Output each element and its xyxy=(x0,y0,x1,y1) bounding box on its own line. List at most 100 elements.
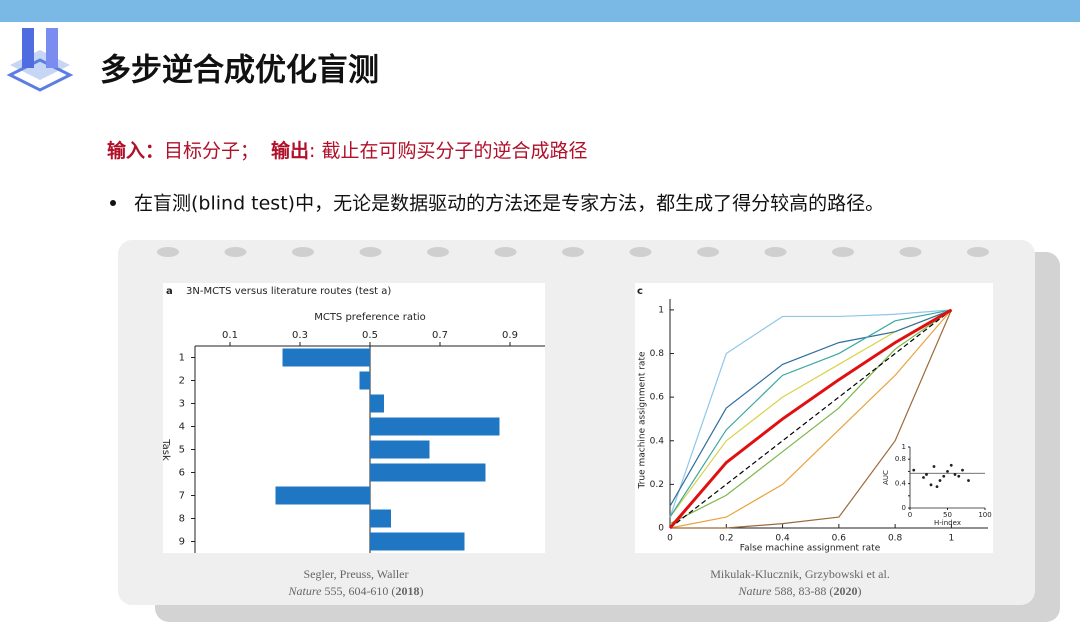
inset-point xyxy=(935,485,939,489)
ref-end: ) xyxy=(857,584,861,598)
inset-y-tick-label: 0 xyxy=(902,504,906,512)
bar xyxy=(370,463,486,482)
inset-point xyxy=(949,463,953,467)
y-tick-label: 1 xyxy=(179,353,185,364)
y-tick-label: 0.2 xyxy=(650,480,664,490)
binder-dots xyxy=(157,247,989,257)
binder-dot xyxy=(764,247,787,257)
ref-end: ) xyxy=(419,584,423,598)
year: 2020 xyxy=(833,584,857,598)
y-axis-label: True machine assignment rate xyxy=(638,351,648,489)
y-tick-label: 4 xyxy=(179,422,185,433)
binder-dot xyxy=(427,247,449,257)
inset-point xyxy=(961,468,964,472)
inset-y-tick-label: 1 xyxy=(902,443,906,451)
y-axis-label: Task xyxy=(160,438,171,461)
inset-point xyxy=(912,468,916,472)
x-tick-label: 0.9 xyxy=(502,330,518,341)
roc-line xyxy=(669,309,952,518)
x-tick-label: 1 xyxy=(949,534,955,544)
top-bar xyxy=(0,0,1080,22)
binder-dot xyxy=(562,247,584,257)
x-tick-label: 0.1 xyxy=(222,330,238,341)
ref: 555, 604-610 ( xyxy=(321,584,395,598)
inset-point xyxy=(932,465,936,468)
y-tick-label: 2 xyxy=(179,376,185,387)
panel-label: a xyxy=(166,286,173,297)
bar xyxy=(370,532,465,551)
binder-dot xyxy=(359,247,382,257)
inset-y-tick-label: 0.8 xyxy=(895,455,906,463)
caption-authors: Mikulak-Klucznik, Grzybowski et al. xyxy=(710,567,890,581)
bullet-text: 在盲测(blind test)中，无论是数据驱动的方法还是专家方法，都生成了得分… xyxy=(134,193,884,215)
x-tick-label: 0 xyxy=(667,534,673,544)
y-tick-label: 3 xyxy=(179,399,185,410)
y-tick-label: 5 xyxy=(179,445,185,456)
caption-ref: Nature 555, 604-610 (2018) xyxy=(288,584,424,598)
caption-ref: Nature 588, 83-88 (2020) xyxy=(738,584,862,598)
binder-dot xyxy=(157,247,179,257)
x-tick-label: 0.8 xyxy=(888,534,903,544)
io-line: 输入：目标分子； 输出: 截止在可购买分子的逆合成路径 xyxy=(107,139,588,162)
chart-title: 3N-MCTS versus literature routes (test a… xyxy=(186,286,391,297)
inset-point xyxy=(938,479,942,482)
bar xyxy=(370,394,384,413)
binder-dot xyxy=(697,247,719,257)
inset-point xyxy=(967,479,970,482)
binder-dot xyxy=(899,247,922,257)
x-axis-label: MCTS preference ratio xyxy=(314,312,426,323)
x-axis-label: False machine assignment rate xyxy=(740,544,881,554)
inset-y-tick-label: 0.4 xyxy=(895,480,907,488)
roc-line xyxy=(669,309,952,525)
roc-line xyxy=(669,309,952,507)
input-label: 输入： xyxy=(107,139,164,162)
x-tick-label: 0.7 xyxy=(432,330,448,341)
roc-line xyxy=(669,309,952,529)
roc-line xyxy=(670,309,952,529)
journal: Nature xyxy=(288,584,323,598)
x-tick-label: 0.4 xyxy=(775,534,790,544)
ref: 588, 83-88 ( xyxy=(771,584,833,598)
bar xyxy=(359,371,370,390)
roc-line xyxy=(669,309,952,529)
y-tick-label: 0.8 xyxy=(650,349,665,359)
output-text: : 截止在可购买分子的逆合成路径 xyxy=(309,140,587,162)
inset-point xyxy=(922,476,925,479)
binder-dot xyxy=(224,247,247,257)
title: 多步逆合成优化盲测 xyxy=(100,53,379,89)
inset-x-label: H-index xyxy=(934,519,961,527)
y-tick-label: 7 xyxy=(179,491,185,502)
inset-x-tick-label: 0 xyxy=(908,511,912,519)
bullet-dot xyxy=(110,200,116,206)
roc-line xyxy=(669,309,952,518)
year: 2018 xyxy=(395,584,419,598)
x-tick-label: 0.6 xyxy=(832,534,847,544)
bar xyxy=(370,509,391,528)
inset-point xyxy=(942,474,946,478)
bar xyxy=(282,348,370,367)
inset-point xyxy=(925,473,928,476)
y-tick-label: 0 xyxy=(658,524,664,534)
caption-authors: Segler, Preuss, Waller xyxy=(304,567,409,581)
bar xyxy=(370,440,430,459)
y-tick-label: 8 xyxy=(179,514,185,525)
binder-dot xyxy=(494,247,517,257)
panel-label: c xyxy=(637,286,643,297)
x-tick-label: 0.5 xyxy=(362,330,378,341)
binder-dot xyxy=(629,247,652,257)
y-tick-label: 0.6 xyxy=(650,393,665,403)
logo xyxy=(6,28,74,92)
inset-point xyxy=(953,473,957,476)
binder-dot xyxy=(967,247,989,257)
inset-point xyxy=(929,483,933,487)
binder-dot xyxy=(292,247,314,257)
input-text: 目标分子； xyxy=(164,140,259,162)
bar xyxy=(370,417,500,436)
inset-point xyxy=(957,474,961,478)
inset-y-label: AUC xyxy=(882,470,890,485)
journal: Nature xyxy=(738,584,773,598)
inset-bg xyxy=(910,447,985,508)
x-tick-label: 0.3 xyxy=(292,330,308,341)
inset-point xyxy=(946,470,949,473)
